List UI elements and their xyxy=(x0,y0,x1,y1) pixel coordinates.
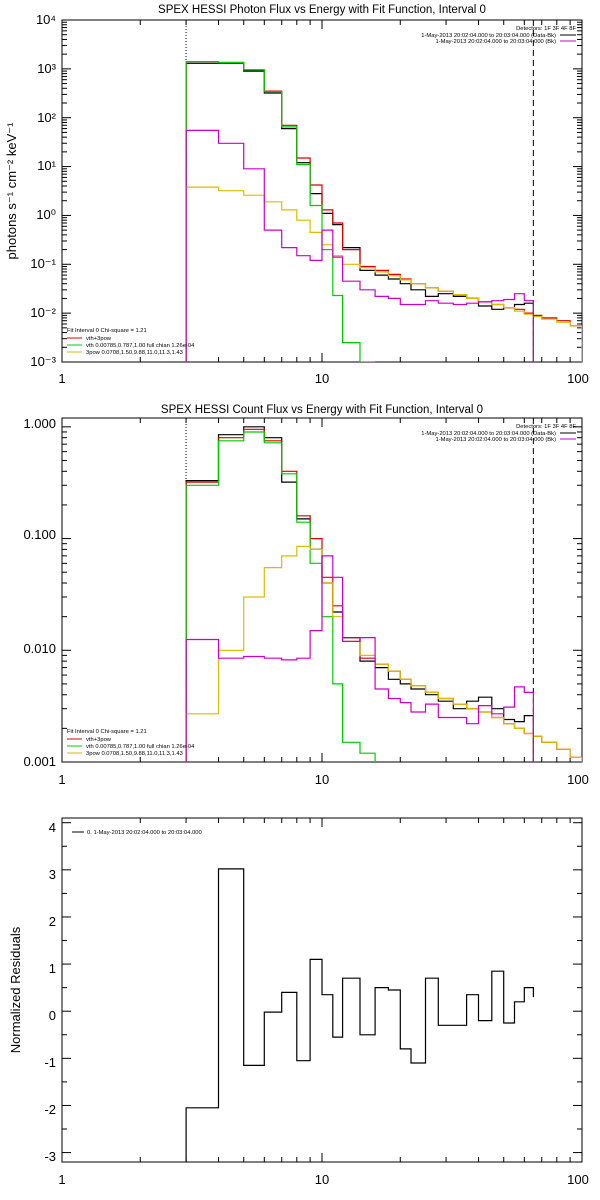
residuals-xtick-10: 10 xyxy=(315,1172,329,1187)
photon-ytick: 10⁻¹ xyxy=(30,256,56,271)
count-ytick: 1.000 xyxy=(23,416,56,431)
count-ytick: 0.010 xyxy=(23,641,56,656)
photon-xtick-100: 100 xyxy=(567,371,589,386)
photon-xtick-10: 10 xyxy=(315,371,329,386)
photon-fit-3pow-label: 3pow 0.0708,1.50,9.88,11.0,11.3,1.43 xyxy=(86,350,183,356)
series-3pow-line xyxy=(185,186,582,362)
residuals-axes-ticks xyxy=(61,818,583,1162)
count-axes-ticks xyxy=(61,418,583,763)
count-fit-total-label: vth+3pow xyxy=(86,737,112,743)
residuals-y-axis-label: Normalized Residuals xyxy=(8,926,23,1053)
photon-ytick: 10³ xyxy=(37,61,56,76)
count-legend-data-label: 1-May-2013 20:02:04.000 to 20:03:04.000 … xyxy=(421,431,556,437)
residuals-ytick: 4 xyxy=(49,820,56,835)
count-fit-3pow-label: 3pow 0.0708,1.50,9.88,11.0,11.3,1.43 xyxy=(86,751,183,757)
residuals-legend-label: 0. 1-May-2013 20:02:04.000 to 20:03:04.0… xyxy=(87,830,202,836)
series-data-bk-line xyxy=(185,62,534,362)
photon-flux-panel: SPEX HESSI Photon Flux vs Energy with Fi… xyxy=(4,4,589,386)
count-xtick-1: 1 xyxy=(58,772,65,787)
residuals-ytick: 0 xyxy=(49,1008,56,1023)
series-vth-line xyxy=(185,61,376,362)
photon-axes-ticks xyxy=(61,19,583,363)
photon-chart-title: SPEX HESSI Photon Flux vs Energy with Fi… xyxy=(158,4,486,16)
count-xtick-100: 100 xyxy=(567,772,589,787)
series-vth-3pow-line xyxy=(185,61,582,362)
photon-ytick: 10⁻² xyxy=(30,305,56,320)
count-ytick: 0.100 xyxy=(23,527,56,542)
count-legend-bk-label: 1-May-2013 20:02:04.000 to 20:03:04.000 … xyxy=(435,437,556,443)
count-legend-header: Detectors: 1F 3F 4F 8F xyxy=(516,424,576,430)
photon-fit-header: Fit Interval 0 Chi-square = 1.21 xyxy=(67,328,147,334)
residuals-ytick: -1 xyxy=(44,1055,56,1070)
residuals-xtick-100: 100 xyxy=(567,1172,589,1187)
photon-legend-bk-label: 1-May-2013 20:02:04.000 to 20:03:04.000 … xyxy=(435,39,556,45)
photon-ytick: 10¹ xyxy=(37,158,56,173)
series-bk-line xyxy=(185,555,534,762)
residuals-ytick: -3 xyxy=(44,1149,56,1164)
residuals-xtick-1: 1 xyxy=(58,1172,65,1187)
residuals-ytick: -2 xyxy=(44,1102,56,1117)
photon-legend-data-label: 1-May-2013 20:02:04.000 to 20:03:04.000 … xyxy=(421,33,556,39)
photon-ytick: 10⁴ xyxy=(36,12,56,27)
series-vth-3pow-line xyxy=(185,428,582,762)
photon-fit-vth-label: vth 0.00785,0.787,1.00 full chian 1.26e-… xyxy=(86,343,195,349)
photon-legend-top: Detectors: 1F 3F 4F 8F 1-May-2013 20:02:… xyxy=(421,26,576,45)
count-legend-top: Detectors: 1F 3F 4F 8F 1-May-2013 20:02:… xyxy=(421,424,576,443)
count-series xyxy=(185,426,582,762)
count-xtick-10: 10 xyxy=(315,772,329,787)
photon-y-axis-label: photons s⁻¹ cm⁻² keV⁻¹ xyxy=(4,122,19,260)
residuals-ytick: 3 xyxy=(49,867,56,882)
photon-fit-total-label: vth+3pow xyxy=(86,336,112,342)
count-fit-header: Fit Interval 0 Chi-square = 1.21 xyxy=(67,729,147,735)
count-fit-vth-label: vth 0.00785,0.787,1.00 full chian 1.26e-… xyxy=(86,744,195,750)
photon-xtick-1: 1 xyxy=(58,371,65,386)
series-bk-line xyxy=(185,129,534,362)
count-legend-bottom: Fit Interval 0 Chi-square = 1.21 vth+3po… xyxy=(67,729,195,757)
residuals-panel: 1 10 100 -3 -2 -1 0 1 2 3 4 Normalized R… xyxy=(8,817,589,1187)
count-chart-title: SPEX HESSI Count Flux vs Energy with Fit… xyxy=(161,404,483,416)
count-interval-lines xyxy=(185,418,534,762)
photon-legend-bottom: Fit Interval 0 Chi-square = 1.21 vth+3po… xyxy=(67,328,195,356)
residuals-ytick: 1 xyxy=(49,961,56,976)
count-flux-panel: SPEX HESSI Count Flux vs Energy with Fit… xyxy=(23,404,588,787)
photon-series xyxy=(185,61,582,362)
residuals-legend: 0. 1-May-2013 20:02:04.000 to 20:03:04.0… xyxy=(72,830,202,836)
residuals-series xyxy=(185,868,534,1162)
series-vth-line xyxy=(185,431,376,762)
series-3pow-line xyxy=(185,545,582,762)
photon-ytick: 10² xyxy=(37,110,56,125)
photon-ytick: 10⁰ xyxy=(36,207,56,222)
residuals-ytick: 2 xyxy=(49,914,56,929)
series-residual-line xyxy=(185,868,534,1162)
photon-ytick: 10⁻³ xyxy=(30,354,56,369)
photon-legend-header: Detectors: 1F 3F 4F 8F xyxy=(516,26,576,32)
count-ytick: 0.001 xyxy=(23,754,56,769)
